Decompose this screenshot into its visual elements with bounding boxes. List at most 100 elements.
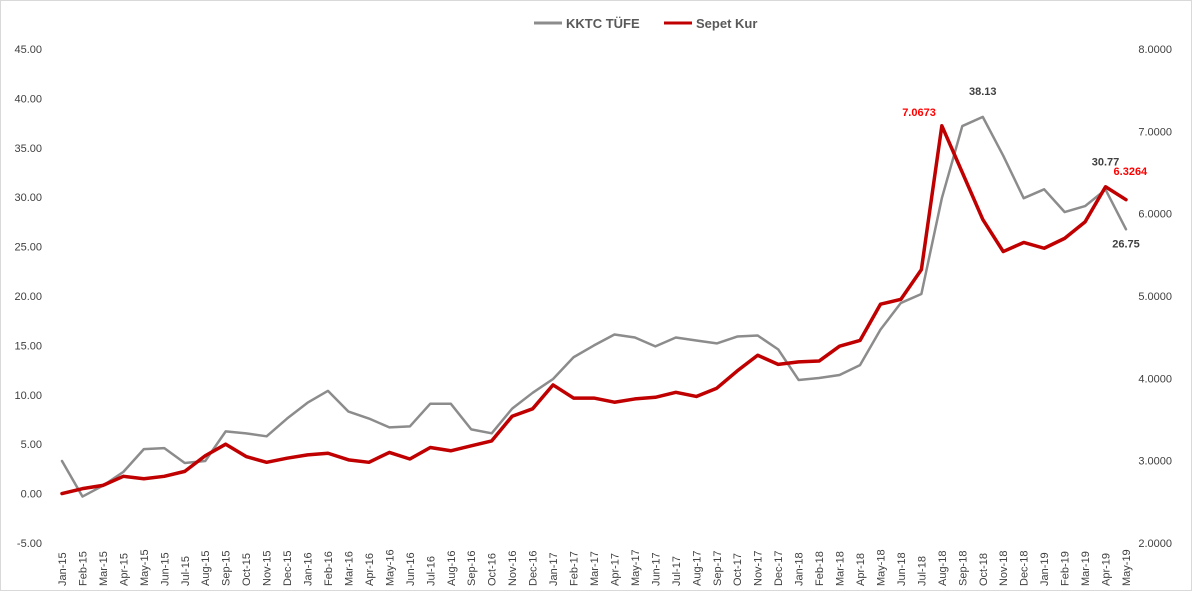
data-point-kktc-tufe [184, 462, 186, 464]
data-point-sepet-kur [409, 458, 411, 460]
data-point-kktc-tufe [900, 302, 902, 304]
right-axis-tick-label: 4.0000 [1138, 373, 1172, 385]
data-point-sepet-kur [347, 459, 349, 461]
data-point-sepet-kur [306, 454, 308, 456]
left-axis-tick-label: 0.00 [21, 489, 42, 501]
data-point-sepet-kur [1002, 250, 1004, 252]
data-point-sepet-kur [1022, 241, 1024, 243]
x-axis-tick-label: Apr-16 [364, 553, 376, 586]
right-axis-tick-label: 5.0000 [1138, 291, 1172, 303]
x-axis-tick-label: Sep-16 [466, 551, 478, 586]
x-axis-tick-label: Nov-15 [262, 551, 274, 586]
data-point-sepet-kur [1084, 221, 1086, 223]
data-point-sepet-kur [613, 401, 615, 403]
x-axis-tick-label: Feb-18 [814, 551, 826, 586]
x-axis-tick-label: Jul-15 [180, 556, 192, 586]
x-axis-tick-label: Mar-15 [98, 551, 110, 586]
x-axis-tick-label: Nov-18 [998, 551, 1010, 586]
data-point-kktc-tufe [245, 432, 247, 434]
data-point-kktc-tufe [81, 495, 83, 497]
data-point-kktc-tufe [163, 447, 165, 449]
x-axis-tick-label: Apr-18 [855, 553, 867, 586]
data-point-sepet-kur [184, 470, 186, 472]
x-axis-tick-label: Aug-18 [937, 551, 949, 586]
right-axis-tick-label: 3.0000 [1138, 456, 1172, 468]
data-point-sepet-kur [900, 298, 902, 300]
data-point-kktc-tufe [143, 448, 145, 450]
right-axis-tick-label: 6.0000 [1138, 209, 1172, 221]
data-point-kktc-tufe [859, 364, 861, 366]
x-axis-tick-label: Dec-18 [1019, 551, 1031, 586]
right-axis-tick-label: 7.0000 [1138, 126, 1172, 138]
legend-label-sepet-kur: Sepet Kur [696, 16, 757, 31]
x-axis-tick-label: Oct-18 [978, 553, 990, 586]
data-point-sepet-kur [1125, 198, 1127, 200]
data-point-sepet-kur [429, 446, 431, 448]
x-axis-tick-label: Oct-17 [732, 553, 744, 586]
left-axis-tick-label: 25.00 [14, 242, 42, 254]
left-axis-tick-label: 40.00 [14, 93, 42, 105]
data-point-sepet-kur [675, 391, 677, 393]
x-axis-tick-label: Jan-19 [1039, 552, 1051, 586]
data-point-kktc-tufe [572, 356, 574, 358]
data-point-sepet-kur [265, 461, 267, 463]
data-point-sepet-kur [470, 445, 472, 447]
x-axis-tick-label: Apr-19 [1101, 553, 1113, 586]
x-axis-tick-label: Dec-16 [528, 551, 540, 586]
x-axis-tick-label: Dec-15 [282, 551, 294, 586]
data-point-sepet-kur [859, 339, 861, 341]
data-point-kktc-tufe [368, 417, 370, 419]
x-axis-tick-label: Mar-19 [1080, 551, 1092, 586]
left-axis-tick-label: 20.00 [14, 291, 42, 303]
data-point-kktc-tufe [736, 335, 738, 337]
data-point-kktc-tufe [490, 432, 492, 434]
right-axis: 2.0000 3.0000 4.0000 5.0000 6.0000 7.0000 8.00… [1138, 44, 1172, 550]
data-point-sepet-kur [716, 387, 718, 389]
x-axis-tick-label: Jun-16 [405, 552, 417, 586]
data-point-sepet-kur [756, 354, 758, 356]
data-point-kktc-tufe [1063, 211, 1065, 213]
x-axis-tick-label: Jan-16 [303, 552, 315, 586]
annotations-layer: 7.0673 38.13 30.776.3264 26.75 [902, 86, 1148, 250]
legend: KKTC TÜFE Sepet Kur [534, 16, 757, 31]
data-point-kktc-tufe [613, 333, 615, 335]
right-axis-tick-label: 2.0000 [1138, 538, 1172, 550]
data-point-sepet-kur [818, 360, 820, 362]
data-point-sepet-kur [81, 487, 83, 489]
x-axis-tick-label: May-15 [139, 549, 151, 586]
data-point-sepet-kur [920, 268, 922, 270]
data-point-kktc-tufe [777, 348, 779, 350]
data-point-sepet-kur [327, 452, 329, 454]
data-point-sepet-kur [552, 384, 554, 386]
x-axis-tick-label: Oct-15 [241, 553, 253, 586]
data-point-sepet-kur [797, 361, 799, 363]
x-axis-tick-label: Feb-19 [1060, 551, 1072, 586]
data-point-kktc-tufe [265, 435, 267, 437]
data-point-kktc-tufe [450, 402, 452, 404]
data-point-kktc-tufe [61, 460, 63, 462]
data-point-kktc-tufe [286, 417, 288, 419]
data-point-kktc-tufe [654, 345, 656, 347]
legend-label-kktc-tufe: KKTC TÜFE [566, 16, 640, 31]
data-point-kktc-tufe [941, 197, 943, 199]
data-point-kktc-tufe [347, 410, 349, 412]
data-point-sepet-kur [450, 450, 452, 452]
right-axis-tick-label: 8.0000 [1138, 44, 1172, 56]
data-point-kktc-tufe [1002, 155, 1004, 157]
data-point-sepet-kur [1063, 237, 1065, 239]
data-point-kktc-tufe [531, 392, 533, 394]
data-point-kktc-tufe [716, 342, 718, 344]
left-axis-tick-label: -5.00 [17, 538, 42, 550]
data-point-kktc-tufe [388, 426, 390, 428]
x-axis-tick-label: Nov-16 [507, 551, 519, 586]
x-axis-tick-label: Jul-17 [671, 556, 683, 586]
x-axis-tick-label: Sep-17 [712, 551, 724, 586]
data-point-kktc-tufe [1084, 205, 1086, 207]
x-axis-tick-label: Sep-15 [221, 551, 233, 586]
data-point-sepet-kur [941, 125, 943, 127]
data-point-kktc-tufe [552, 378, 554, 380]
x-axis-tick-label: Feb-17 [569, 551, 581, 586]
data-point-sepet-kur [838, 345, 840, 347]
data-point-sepet-kur [102, 484, 104, 486]
